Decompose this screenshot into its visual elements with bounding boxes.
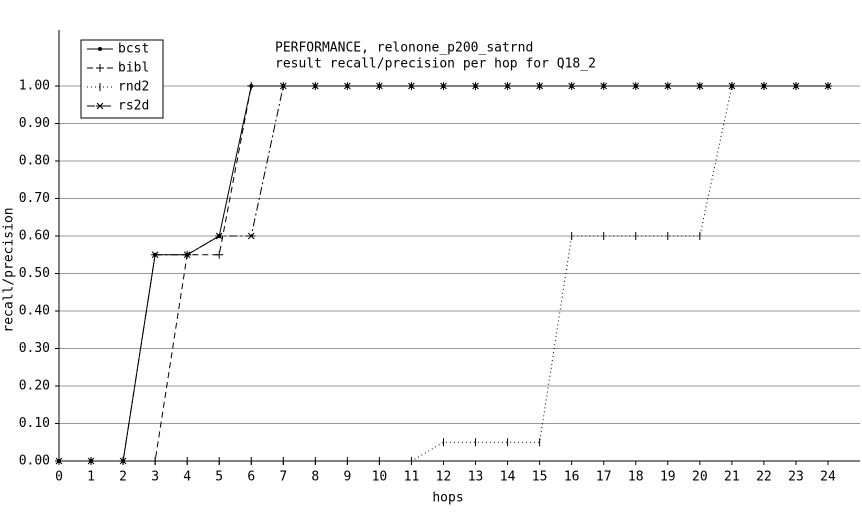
marker [247, 232, 256, 240]
y-tick-label: 0.80 [19, 154, 50, 169]
marker [535, 82, 544, 90]
marker [311, 82, 320, 90]
marker [119, 457, 128, 465]
marker [471, 82, 480, 90]
legend-marker [96, 64, 104, 72]
marker [215, 232, 224, 240]
marker [247, 82, 256, 90]
x-tick-label: 20 [692, 470, 708, 485]
x-tick-label: 10 [372, 470, 388, 485]
y-axis-label: recall/precision [2, 207, 17, 332]
legend-label: bibl [118, 61, 149, 76]
x-tick-label: 15 [532, 470, 548, 485]
y-tick-label: 0.30 [19, 341, 50, 356]
y-tick-label: 1.00 [19, 79, 50, 94]
marker [599, 82, 608, 90]
marker [183, 251, 192, 259]
x-tick-label: 6 [247, 470, 255, 485]
marker [663, 82, 672, 90]
marker [215, 250, 224, 259]
y-tick-label: 0.50 [19, 266, 50, 281]
marker [727, 82, 736, 90]
marker [759, 82, 768, 90]
legend-label: rnd2 [118, 80, 149, 95]
marker [631, 82, 640, 90]
x-tick-label: 5 [215, 470, 223, 485]
x-tick-label: 16 [564, 470, 580, 485]
y-tick-label: 0.10 [19, 416, 50, 431]
marker [279, 82, 288, 90]
legend-marker [96, 102, 104, 110]
marker [791, 82, 800, 90]
x-axis-label: hops [432, 491, 463, 506]
y-tick-label: 0.90 [19, 116, 50, 131]
x-tick-label: 13 [468, 470, 484, 485]
y-tick-label: 0.60 [19, 229, 50, 244]
marker [407, 82, 416, 90]
y-tick-label: 0.70 [19, 191, 50, 206]
marker [503, 82, 512, 90]
legend-marker [98, 47, 102, 51]
x-tick-label: 2 [119, 470, 127, 485]
legend-box [80, 39, 164, 119]
x-tick-label: 19 [660, 470, 676, 485]
marker [375, 82, 384, 90]
x-tick-label: 24 [820, 470, 836, 485]
legend-label: rs2d [118, 99, 149, 114]
marker [824, 82, 832, 90]
y-tick-label: 0.20 [19, 379, 50, 394]
y-tick-label: 0.00 [19, 454, 50, 469]
x-tick-label: 18 [628, 470, 644, 485]
x-tick-label: 17 [596, 470, 612, 485]
x-tick-label: 9 [343, 470, 351, 485]
x-tick-label: 23 [788, 470, 804, 485]
marker [695, 82, 704, 90]
marker [343, 82, 352, 90]
x-tick-label: 8 [311, 470, 319, 485]
legend-label: bcst [118, 42, 149, 57]
marker [55, 457, 63, 465]
x-tick-label: 4 [183, 470, 191, 485]
marker [567, 82, 576, 90]
x-tick-label: 11 [404, 470, 420, 485]
marker [439, 82, 448, 90]
x-tick-label: 0 [55, 470, 63, 485]
x-tick-label: 14 [500, 470, 516, 485]
chart-subtitle: result recall/precision per hop for Q18_… [275, 57, 596, 72]
x-tick-label: 21 [724, 470, 740, 485]
x-tick-label: 3 [151, 470, 159, 485]
x-tick-label: 1 [87, 470, 95, 485]
chart-title: PERFORMANCE, relonone_p200_satrnd [275, 41, 533, 56]
x-tick-label: 12 [436, 470, 452, 485]
y-tick-label: 0.40 [19, 304, 50, 319]
marker [151, 251, 160, 259]
marker [87, 457, 96, 465]
x-tick-label: 7 [279, 470, 287, 485]
x-tick-label: 22 [756, 470, 772, 485]
